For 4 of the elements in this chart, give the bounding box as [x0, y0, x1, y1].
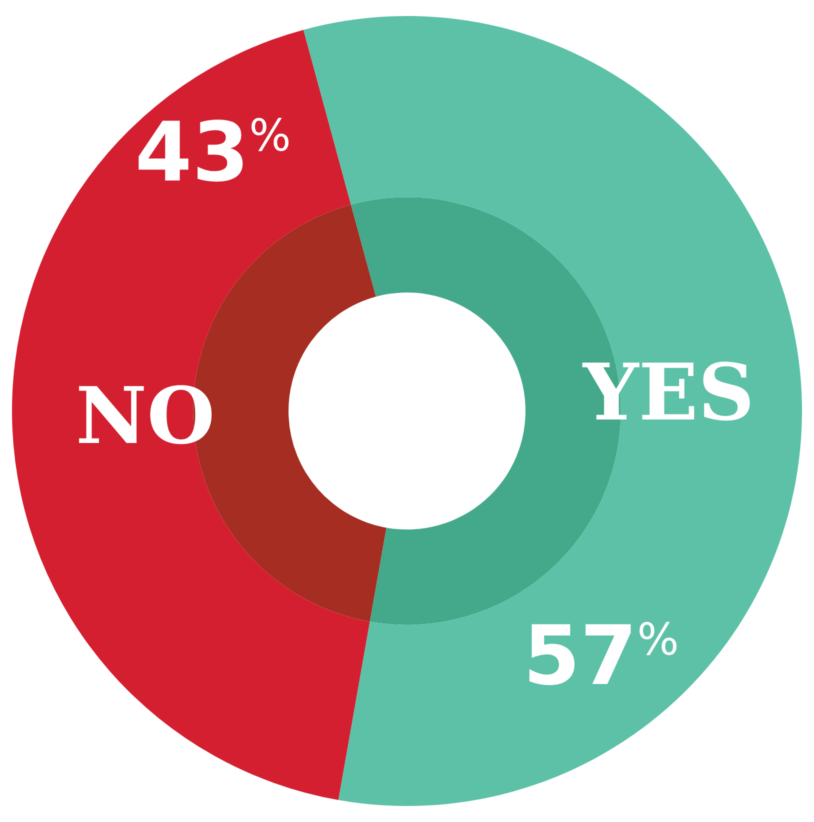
slice-label: YES — [582, 347, 754, 438]
data-label: 57% — [523, 609, 679, 704]
data-label: 43% — [135, 105, 291, 200]
slice-label: NO — [76, 371, 215, 462]
